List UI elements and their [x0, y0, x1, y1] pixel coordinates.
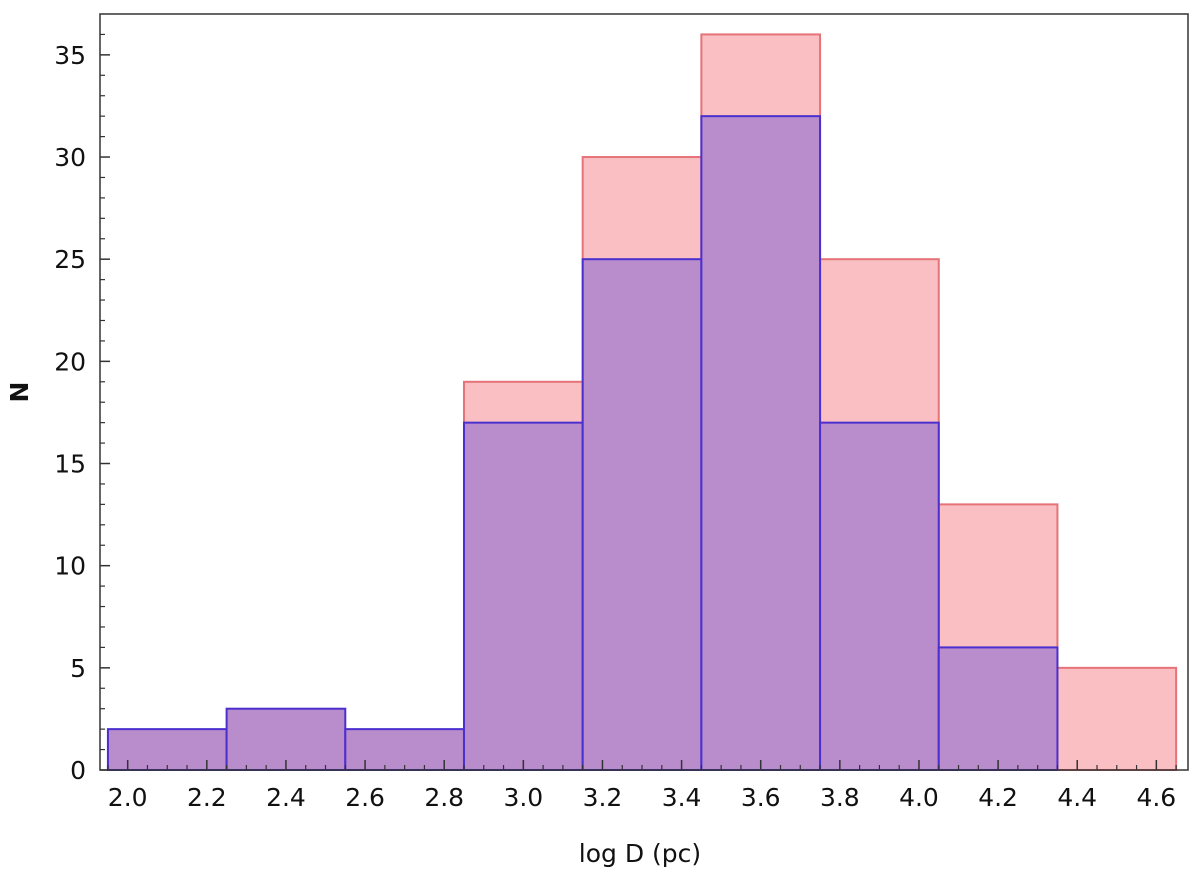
- x-tick-label-4.6: 4.6: [1136, 783, 1176, 812]
- bar-series2-bin-3: [344, 728, 465, 771]
- y-tick-label-35: 35: [54, 41, 86, 70]
- y-tick-label-30: 30: [54, 143, 86, 172]
- x-tick-label-2.2: 2.2: [187, 783, 227, 812]
- x-tick-label-2.6: 2.6: [345, 783, 385, 812]
- y-tick-label-20: 20: [54, 347, 86, 376]
- bar-series1-bin-9: [1056, 666, 1178, 771]
- x-tick-label-2.4: 2.4: [266, 783, 306, 812]
- plot-frame: [99, 13, 1189, 771]
- x-tick-label-3.2: 3.2: [583, 783, 623, 812]
- bar-series2-bin-7: [819, 421, 940, 771]
- bar-series2-bin-1: [106, 728, 228, 771]
- y-axis-label: N: [5, 382, 34, 403]
- bar-series2-bin-4: [462, 421, 584, 771]
- bar-series2-bin-6: [700, 115, 822, 771]
- y-tick-label-10: 10: [54, 552, 86, 581]
- axes-layer: 2.0 2.2 2.4 2.6 2.8 3.0 3.2 3.4 3.6 3.8 4.0 4.2 4.4 4…: [54, 13, 1189, 812]
- y-tick-label-5: 5: [70, 654, 86, 683]
- y-tick-label-25: 25: [54, 245, 86, 274]
- x-tick-label-3.4: 3.4: [662, 783, 702, 812]
- x-tick-label-4.0: 4.0: [899, 783, 939, 812]
- x-axis-label: log D (pc): [579, 839, 701, 868]
- x-tick-label-3.6: 3.6: [741, 783, 781, 812]
- x-tick-label-4.4: 4.4: [1057, 783, 1097, 812]
- y-tick-label-0: 0: [70, 756, 86, 785]
- bar-series2-bin-2: [225, 707, 347, 771]
- x-tick-label-3.8: 3.8: [820, 783, 860, 812]
- x-tick-label-2.8: 2.8: [424, 783, 464, 812]
- bars-layer: [106, 33, 1178, 771]
- x-tick-label-4.2: 4.2: [978, 783, 1018, 812]
- bar-series2-bin-5: [581, 258, 703, 771]
- x-tick-label-3.0: 3.0: [503, 783, 543, 812]
- x-tick-label-2.0: 2.0: [108, 783, 148, 812]
- bar-series2-bin-8: [937, 646, 1059, 771]
- y-tick-label-15: 15: [54, 450, 86, 479]
